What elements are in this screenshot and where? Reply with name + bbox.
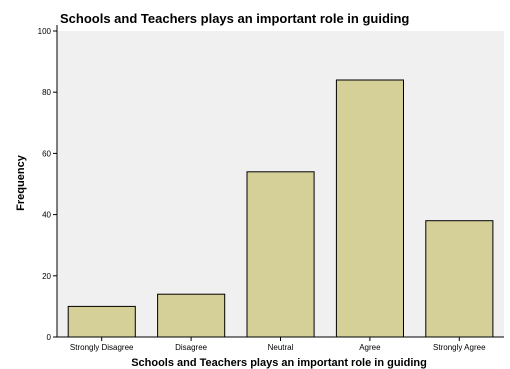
- y-tick-label: 100: [38, 27, 52, 36]
- y-axis-label: Frequency: [15, 154, 27, 211]
- y-axis: 0 20 40 60 80 100: [38, 25, 58, 342]
- x-tick-label: Neutral: [268, 343, 294, 352]
- bar-disagree: [157, 293, 226, 338]
- x-axis: Strongly Disagree Disagree Neutral Agree Str…: [57, 336, 504, 352]
- bars-group: [67, 79, 494, 338]
- y-tick-label: 80: [42, 88, 51, 97]
- y-tick-label: 60: [42, 149, 51, 158]
- y-tick-label: 40: [42, 211, 51, 220]
- bar-neutral: [246, 171, 315, 338]
- y-tick-label: 0: [47, 333, 52, 342]
- bar-strongly-agree: [425, 220, 494, 338]
- x-tick-label: Disagree: [175, 343, 208, 352]
- y-tick-label: 20: [42, 272, 51, 281]
- x-tick-label: Strongly Disagree: [70, 343, 134, 352]
- bar-agree: [335, 79, 404, 338]
- bar-strongly-disagree: [67, 305, 136, 338]
- x-axis-label: Schools and Teachers plays an important …: [131, 357, 427, 369]
- x-tick-label: Strongly Agree: [433, 343, 486, 352]
- chart-title: Schools and Teachers plays an important …: [60, 11, 409, 26]
- x-tick-label: Agree: [359, 343, 381, 352]
